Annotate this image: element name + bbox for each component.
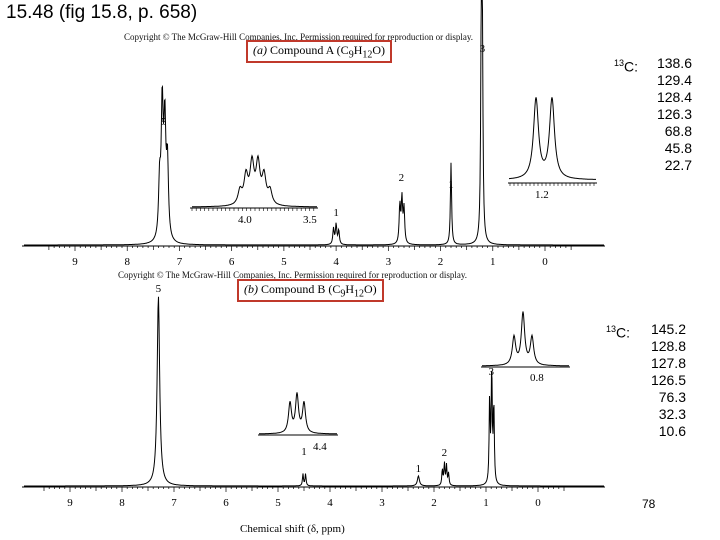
compound-a-h: H <box>353 43 363 57</box>
spectrum-a-inset-4 <box>190 154 318 211</box>
compound-a-label: (a) Compound A (C9H12O) <box>246 40 393 64</box>
spectrum-a-trace <box>24 0 604 246</box>
tick-label: 5 <box>281 256 287 268</box>
c13-b-superscript: 13 <box>606 324 617 334</box>
c13-a-superscript: 13 <box>614 58 625 68</box>
spectrum-a-tick-labels: 9 8 7 6 5 4 3 2 1 0 <box>72 256 548 268</box>
compound-a-prefix: Compound A (C <box>267 43 349 57</box>
tick-label: 3 <box>379 497 385 509</box>
tick-label: 9 <box>72 256 78 268</box>
tick-label: 4 <box>333 256 339 268</box>
integration-label: 2 <box>442 447 448 459</box>
c13-shift-value: 126.3 <box>656 106 692 122</box>
compound-b-label: (b) Compound B (C9H12O) <box>237 279 384 303</box>
tick-label: 2 <box>438 256 444 268</box>
c13-b-suffix: C: <box>616 324 631 341</box>
c13-shift-value: 76.3 <box>658 389 686 405</box>
tick-label: 7 <box>177 256 183 268</box>
c13-shift-value: 129.4 <box>656 72 692 88</box>
c13-shift-value: 128.8 <box>650 338 686 354</box>
spectrum-b-ticks <box>43 487 565 492</box>
tick-label: 6 <box>223 497 229 509</box>
c13-a-values: 138.6 129.4 128.4 126.3 68.8 45.8 22.7 <box>652 55 692 174</box>
compound-b-c-count: 9 <box>340 288 346 300</box>
integration-label: 1 <box>301 446 307 458</box>
copyright-notice-b: Copyright © The McGraw-Hill Companies, I… <box>118 270 468 280</box>
inset-b2-trace <box>482 311 569 367</box>
c13-shift-value: 45.8 <box>664 140 692 156</box>
tick-label: 3 <box>386 256 392 268</box>
tick-label: 0 <box>535 497 541 509</box>
compound-b-prefix: Compound B (C <box>258 282 341 296</box>
tick-label: 7 <box>171 497 177 509</box>
inset-a1-label-35: 3.5 <box>303 214 317 226</box>
compound-a-c-count: 9 <box>348 49 354 61</box>
spectrum-b-inset-08 <box>481 311 570 368</box>
integration-label: 3 <box>480 43 486 55</box>
x-axis-title: Chemical shift (δ, ppm) <box>240 523 345 535</box>
inset-b2-label-08: 0.8 <box>530 372 544 384</box>
integration-label: 1 <box>416 463 422 475</box>
c13-shift-value: 68.8 <box>664 123 692 139</box>
inset-a1-label-40: 4.0 <box>238 214 252 226</box>
inset-b1-trace <box>259 392 337 435</box>
compound-b-h-count: 12 <box>354 288 365 300</box>
c13-shift-value: 127.8 <box>650 355 686 371</box>
spectrum-b-inset-44 <box>258 392 338 436</box>
c13-shifts-a: 13C: 138.6 129.4 128.4 126.3 68.8 45.8 22.7 <box>614 55 694 185</box>
inset-a2-ticks <box>509 183 595 186</box>
c13-b-values: 145.2 128.8 127.8 126.5 76.3 32.3 10.6 <box>646 321 686 440</box>
inset-b1-label-44: 4.4 <box>313 441 327 453</box>
inset-a1-trace <box>192 154 317 208</box>
integration-label: 2 <box>399 172 405 184</box>
inset-a2-trace <box>509 97 596 180</box>
tick-label: 9 <box>67 497 73 509</box>
tick-label: 1 <box>483 497 489 509</box>
tick-label: 2 <box>431 497 437 509</box>
tick-label: 0 <box>542 256 548 268</box>
compound-b-h: H <box>345 282 355 296</box>
compound-a-o: O) <box>372 43 386 57</box>
c13-shift-value: 10.6 <box>658 423 686 439</box>
tick-label: 8 <box>124 256 130 268</box>
tick-label: 6 <box>229 256 235 268</box>
compound-a-h-count: 12 <box>362 49 373 61</box>
c13-shift-value: 22.7 <box>664 157 692 173</box>
integration-label: 3 <box>488 366 494 378</box>
compound-b-o: O) <box>364 282 377 296</box>
c13-shift-value: 126.5 <box>650 372 686 388</box>
inset-a1-ticks <box>191 208 315 211</box>
spectrum-b-trace <box>24 296 604 487</box>
integration-label: 5 <box>161 116 167 128</box>
c13-shift-value: 145.2 <box>650 321 686 337</box>
spectrum-a-ticks <box>48 246 572 251</box>
integration-label: 1 <box>448 179 454 191</box>
slide-title: 15.48 (fig 15.8, p. 658) <box>6 2 198 23</box>
tick-label: 5 <box>275 497 281 509</box>
tick-label: 4 <box>327 497 333 509</box>
c13-a-suffix: C: <box>624 58 639 75</box>
spectrum-b-tick-labels: 9 8 7 6 5 4 3 2 1 0 <box>67 497 541 509</box>
tick-label: 1 <box>490 256 496 268</box>
c13-shifts-b: 13C: 145.2 128.8 127.8 126.5 76.3 32.3 10.6 <box>606 321 692 451</box>
slide-number: 78 <box>642 497 656 511</box>
copyright-notice-a: Copyright © The McGraw-Hill Companies, I… <box>124 32 474 42</box>
integration-label: 5 <box>156 283 162 295</box>
integration-label: 1 <box>333 207 339 219</box>
c13-shift-value: 32.3 <box>658 406 686 422</box>
c13-shift-value: 128.4 <box>656 89 692 105</box>
tick-label: 8 <box>119 497 125 509</box>
c13-shift-value: 138.6 <box>656 55 692 71</box>
spectrum-a-inset-12 <box>508 97 597 186</box>
inset-a2-label-12: 1.2 <box>535 189 549 201</box>
